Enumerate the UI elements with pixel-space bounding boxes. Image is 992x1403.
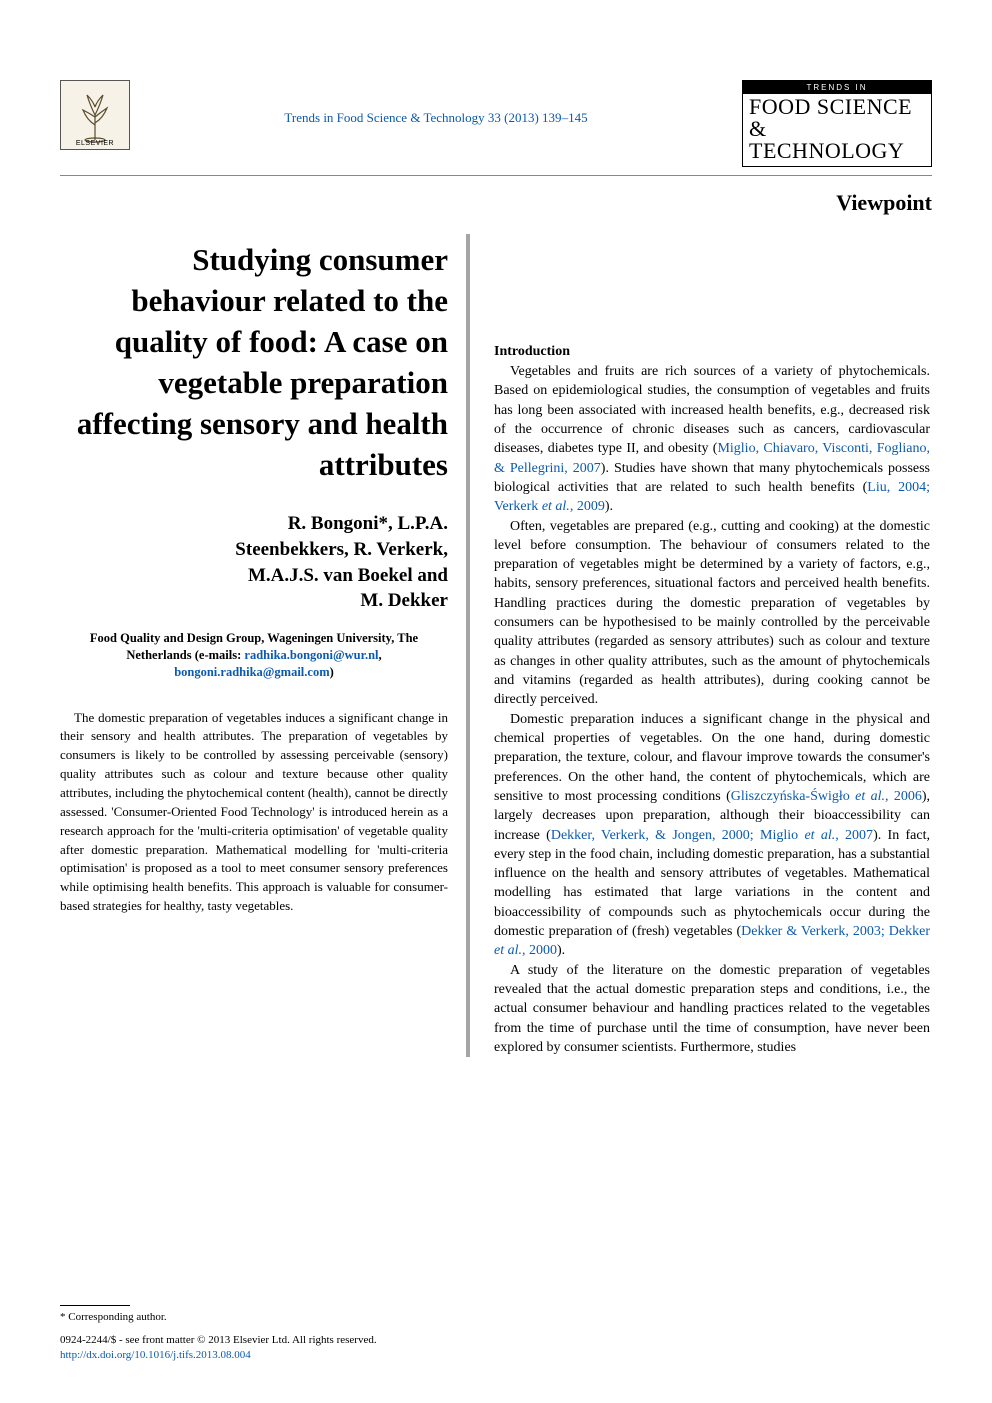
article-title: Studying consumer behaviour related to t… [60, 240, 448, 485]
email-link-2[interactable]: bongoni.radhika@gmail.com [174, 665, 329, 679]
elsevier-logo: ELSEVIER [60, 80, 130, 150]
header: ELSEVIER Trends in Food Science & Techno… [60, 80, 932, 167]
journal-reference[interactable]: Trends in Food Science & Technology 33 (… [130, 80, 742, 126]
citation-link[interactable]: Gliszczyńska-Świgło et al., 2006 [731, 789, 922, 804]
corresponding-author-note: * Corresponding author. [60, 1310, 470, 1325]
abstract: The domestic preparation of vegetables i… [60, 709, 448, 916]
tree-icon [65, 85, 125, 145]
footnotes: * Corresponding author. 0924-2244/$ - se… [60, 1305, 470, 1363]
section-label: Viewpoint [60, 190, 932, 216]
doi-link[interactable]: http://dx.doi.org/10.1016/j.tifs.2013.08… [60, 1348, 470, 1363]
footnote-rule [60, 1305, 130, 1306]
elsevier-label: ELSEVIER [76, 140, 114, 147]
intro-body: Vegetables and fruits are rich sources o… [494, 362, 930, 1057]
intro-p3: Domestic preparation induces a significa… [494, 710, 930, 961]
journal-logo: TRENDS IN FOOD SCIENCE & TECHNOLOGY [742, 80, 932, 167]
main-columns: Studying consumer behaviour related to t… [60, 234, 932, 1057]
intro-p4: A study of the literature on the domesti… [494, 961, 930, 1058]
journal-logo-main: FOOD SCIENCE & TECHNOLOGY [743, 94, 931, 166]
intro-p2: Often, vegetables are prepared (e.g., cu… [494, 517, 930, 710]
intro-p1: Vegetables and fruits are rich sources o… [494, 362, 930, 517]
left-column: Studying consumer behaviour related to t… [60, 234, 470, 1057]
right-column: Introduction Vegetables and fruits are r… [470, 234, 930, 1057]
copyright-note: 0924-2244/$ - see front matter © 2013 El… [60, 1333, 470, 1348]
affiliation: Food Quality and Design Group, Wageninge… [60, 630, 448, 681]
authors: R. Bongoni*, L.P.A. Steenbekkers, R. Ver… [60, 511, 448, 614]
citation-link[interactable]: Dekker, Verkerk, & Jongen, 2000; Miglio … [551, 828, 873, 843]
header-rule [60, 175, 932, 176]
email-link-1[interactable]: radhika.bongoni@wur.nl [244, 648, 378, 662]
spacer [494, 234, 930, 344]
intro-heading: Introduction [494, 344, 930, 360]
journal-ref-text: Trends in Food Science & Technology 33 (… [284, 110, 561, 125]
journal-logo-top: TRENDS IN [743, 81, 931, 94]
